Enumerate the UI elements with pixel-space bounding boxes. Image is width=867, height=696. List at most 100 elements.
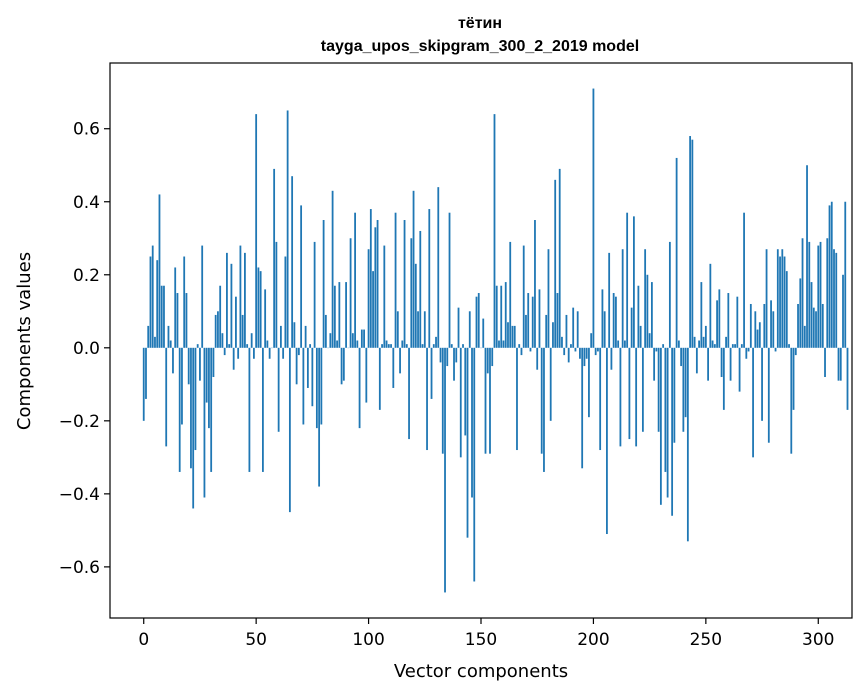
bar-31 bbox=[212, 347, 215, 378]
bar-208 bbox=[610, 347, 613, 370]
bar-63 bbox=[284, 256, 287, 348]
bar-121 bbox=[414, 263, 417, 348]
bar-26 bbox=[201, 245, 204, 348]
bar-293 bbox=[801, 238, 804, 348]
bar-25 bbox=[199, 347, 201, 381]
bar-231 bbox=[662, 344, 665, 348]
bar-36 bbox=[223, 347, 226, 356]
bar-288 bbox=[790, 347, 793, 454]
bar-98 bbox=[363, 329, 365, 348]
bar-66 bbox=[291, 176, 294, 348]
bar-83 bbox=[329, 333, 332, 348]
bar-142 bbox=[462, 344, 464, 348]
bar-263 bbox=[734, 344, 736, 348]
bar-115 bbox=[401, 340, 404, 348]
bar-227 bbox=[653, 347, 656, 381]
bar-39 bbox=[230, 263, 233, 348]
bar-106 bbox=[381, 344, 383, 348]
bar-154 bbox=[489, 347, 491, 454]
bar-252 bbox=[709, 263, 712, 348]
x-tick-label: 50 bbox=[245, 630, 267, 650]
bar-58 bbox=[273, 168, 276, 348]
y-tick-label: 0.0 bbox=[73, 339, 100, 359]
bar-89 bbox=[342, 347, 345, 381]
bar-181 bbox=[549, 347, 552, 421]
bar-177 bbox=[540, 347, 543, 454]
bar-20 bbox=[187, 347, 190, 385]
bar-60 bbox=[277, 347, 280, 432]
x-tick-label: 100 bbox=[352, 630, 384, 650]
plot-frame bbox=[109, 62, 853, 619]
bar-211 bbox=[617, 340, 620, 348]
bar-221 bbox=[639, 325, 642, 348]
bar-30 bbox=[210, 347, 213, 472]
bar-166 bbox=[516, 347, 518, 451]
bar-291 bbox=[797, 303, 799, 348]
bar-264 bbox=[736, 296, 739, 348]
bar-69 bbox=[297, 347, 300, 356]
bar-186 bbox=[561, 336, 563, 348]
bar-213 bbox=[621, 249, 624, 348]
bar-217 bbox=[630, 307, 633, 348]
bar-170 bbox=[525, 314, 527, 348]
bar-62 bbox=[282, 347, 285, 359]
bar-130 bbox=[435, 336, 437, 348]
bar-15 bbox=[176, 293, 179, 348]
bar-266 bbox=[740, 344, 743, 348]
bar-244 bbox=[691, 139, 694, 348]
bar-49 bbox=[253, 347, 255, 359]
bar-276 bbox=[763, 303, 766, 348]
bar-80 bbox=[322, 220, 325, 348]
bar-135 bbox=[446, 347, 449, 367]
bar-74 bbox=[309, 344, 312, 348]
bar-269 bbox=[747, 347, 750, 352]
bar-147 bbox=[473, 347, 476, 582]
bar-215 bbox=[626, 212, 629, 348]
y-tick-label: 0.4 bbox=[73, 193, 100, 213]
bar-38 bbox=[228, 344, 231, 348]
bar-87 bbox=[338, 282, 341, 348]
bar-59 bbox=[275, 241, 278, 348]
bar-53 bbox=[262, 347, 264, 472]
bar-284 bbox=[781, 249, 784, 348]
x-axis-label: Vector components bbox=[394, 661, 568, 682]
bar-27 bbox=[203, 347, 206, 498]
bar-267 bbox=[743, 212, 745, 348]
bar-43 bbox=[239, 245, 242, 348]
bar-210 bbox=[615, 296, 617, 348]
bar-235 bbox=[671, 347, 674, 516]
bar-247 bbox=[698, 340, 700, 348]
bar-301 bbox=[819, 241, 822, 348]
bar-259 bbox=[725, 336, 727, 348]
bar-245 bbox=[693, 336, 696, 348]
bar-67 bbox=[293, 322, 296, 348]
bar-196 bbox=[583, 347, 586, 367]
bar-113 bbox=[396, 311, 399, 348]
bar-250 bbox=[704, 325, 707, 348]
bar-200 bbox=[592, 88, 595, 348]
bar-108 bbox=[385, 340, 388, 348]
bar-212 bbox=[619, 347, 622, 447]
bar-86 bbox=[336, 340, 338, 348]
bar-8 bbox=[160, 285, 163, 348]
bar-56 bbox=[268, 347, 271, 359]
bar-299 bbox=[815, 311, 817, 348]
bar-139 bbox=[455, 347, 458, 363]
bar-190 bbox=[570, 344, 572, 348]
bar-274 bbox=[758, 322, 761, 348]
bar-295 bbox=[806, 165, 808, 348]
bar-75 bbox=[311, 347, 314, 407]
bar-11 bbox=[167, 325, 170, 348]
bar-124 bbox=[421, 344, 424, 348]
bar-311 bbox=[842, 274, 844, 348]
bar-46 bbox=[246, 344, 249, 348]
bar-218 bbox=[633, 216, 635, 348]
bar-127 bbox=[428, 209, 431, 348]
bar-29 bbox=[208, 347, 210, 429]
bar-308 bbox=[835, 252, 838, 348]
bar-173 bbox=[531, 296, 534, 348]
bar-151 bbox=[482, 318, 485, 348]
bar-175 bbox=[536, 347, 539, 370]
bar-258 bbox=[722, 347, 725, 410]
